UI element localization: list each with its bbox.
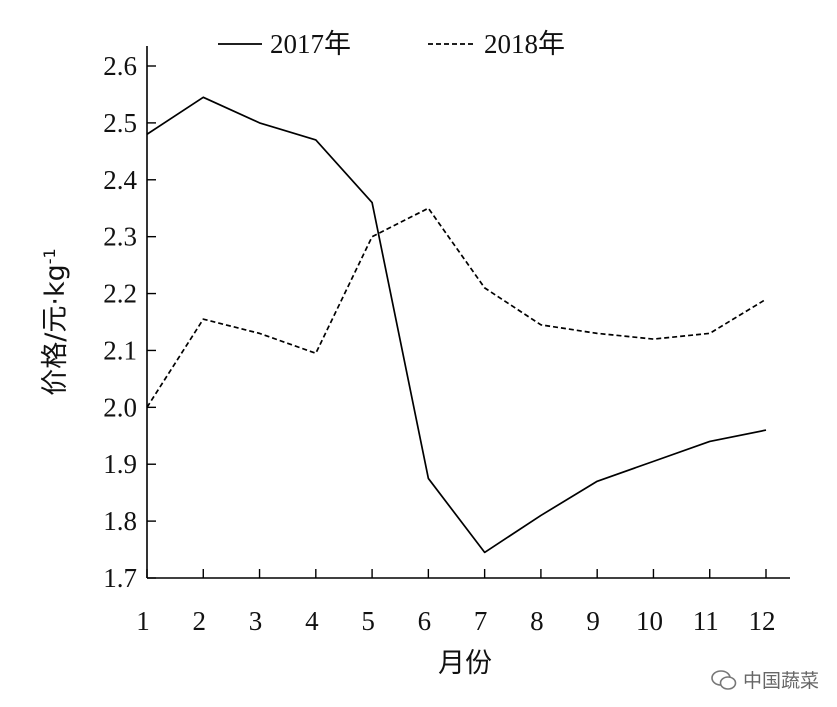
- y-tick-label: 1.8: [103, 506, 137, 536]
- legend: 2017年 2018年: [218, 29, 565, 59]
- series-line-2: [146, 207, 767, 408]
- x-tick-label: 7: [474, 606, 488, 636]
- series-line-1: [146, 96, 767, 554]
- x-tick-label: 2: [193, 606, 207, 636]
- y-tick-label: 2.3: [103, 222, 137, 252]
- legend-label-2: 2018年: [484, 29, 565, 59]
- y-tick-label: 2.2: [103, 279, 137, 309]
- x-tick-label: 4: [305, 606, 319, 636]
- ticks: 1.71.81.92.02.12.22.32.42.52.61 2 3 4 5 6 7 8 9 1…: [103, 51, 775, 636]
- x-tick-label: 5: [361, 606, 375, 636]
- y-tick-label: 2.6: [103, 51, 137, 81]
- y-axis-label-main: 价格/元·kg: [40, 264, 71, 395]
- x-tick-label: 12: [749, 606, 776, 636]
- x-tick-label: 6: [418, 606, 432, 636]
- axes: [146, 46, 790, 579]
- y-axis-label-sup: -1: [40, 248, 59, 264]
- y-tick-label: 2.1: [103, 335, 137, 365]
- y-tick-label: 1.9: [103, 449, 137, 479]
- y-tick-label: 2.4: [103, 165, 137, 195]
- watermark: 中国蔬菜: [711, 666, 819, 693]
- x-tick-label: 8: [530, 606, 544, 636]
- x-tick-label: 3: [249, 606, 263, 636]
- x-tick-label: 9: [586, 606, 600, 636]
- x-axis-label: 月份: [438, 648, 492, 679]
- watermark-text: 中国蔬菜: [742, 670, 819, 692]
- y-tick-label: 1.7: [103, 563, 137, 593]
- legend-label-1: 2017年: [270, 29, 351, 59]
- y-axis-label: 价格/元·kg-1: [40, 248, 72, 395]
- x-tick-label: 10: [636, 606, 663, 636]
- y-tick-label: 2.5: [103, 108, 137, 138]
- series-lines: [146, 96, 767, 554]
- x-tick-label: 11: [693, 606, 719, 636]
- wechat-icon: [711, 669, 737, 691]
- y-tick-label: 2.0: [103, 392, 137, 422]
- x-tick-label: 1: [136, 606, 150, 636]
